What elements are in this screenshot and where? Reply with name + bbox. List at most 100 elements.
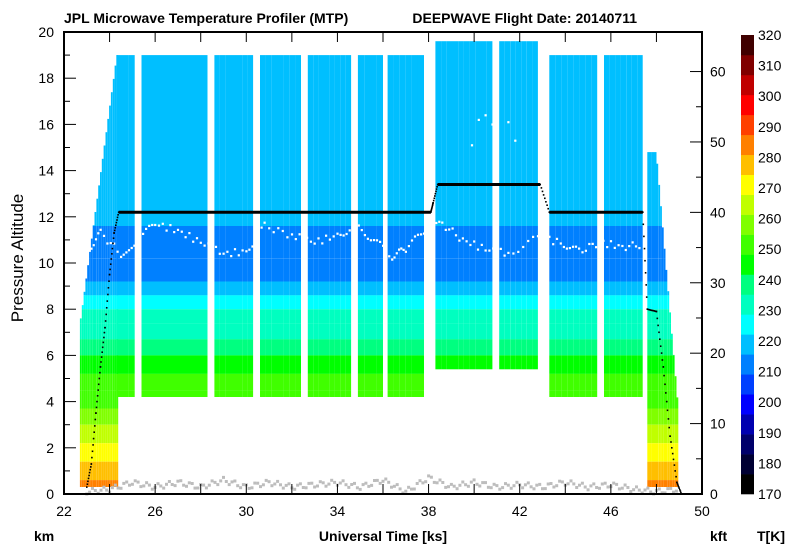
heatmap-cell (329, 373, 335, 391)
tropopause-point (574, 245, 578, 248)
heatmap-cell (247, 309, 254, 324)
heatmap-cell (110, 373, 113, 391)
surface-gray-point (341, 479, 345, 483)
flight-altitude-point (671, 452, 674, 455)
surface-gray-point (321, 481, 325, 485)
heatmap-cell (81, 461, 84, 481)
heatmap-cell (90, 281, 93, 296)
flight-altitude-point (544, 197, 546, 200)
x-tick-label: 26 (147, 503, 163, 519)
heatmap-cell (231, 355, 237, 374)
heatmap-cell (152, 323, 158, 340)
surface-gray-point (637, 488, 641, 492)
heatmap-cell (660, 480, 662, 487)
heatmap-cell (573, 390, 580, 397)
tropopause-point (268, 227, 271, 230)
heatmap-cell (141, 323, 147, 340)
heatmap-cell (191, 281, 197, 296)
heatmap-cell (620, 355, 627, 374)
heatmap-cell (180, 281, 186, 296)
heatmap-cell (660, 390, 662, 409)
flight-altitude-point (644, 272, 647, 274)
heatmap-cell (96, 443, 99, 462)
heatmap-cell (364, 281, 371, 296)
heatmap-cell (376, 339, 383, 356)
heatmap-cell (591, 281, 598, 296)
heatmap-cell (376, 309, 383, 324)
heatmap-cell (89, 251, 91, 259)
heatmap-cell (85, 373, 88, 391)
heatmap-cell (103, 480, 106, 487)
heatmap-cell (376, 323, 383, 340)
tropopause-point (536, 235, 540, 238)
heatmap-cell (647, 373, 652, 391)
surface-gray-point (250, 486, 254, 490)
tropopause-point (438, 220, 441, 223)
heatmap-cell (674, 390, 677, 409)
surface-gray-point (444, 485, 448, 489)
surface-gray-point (364, 481, 368, 485)
heatmap-cell (295, 355, 301, 374)
heatmap-cell (669, 339, 671, 356)
heatmap-cell (163, 55, 169, 226)
colorbar-tick-label: 310 (758, 58, 782, 74)
heatmap-cell (667, 390, 670, 409)
heatmap-cell (94, 295, 97, 310)
heatmap-cell (626, 309, 632, 324)
tropopause-point (499, 247, 502, 250)
heatmap-cell (499, 258, 505, 282)
heatmap-cell (110, 461, 113, 481)
heatmap-cell (452, 323, 459, 340)
heatmap-cell (549, 323, 556, 340)
surface-gray-point (429, 475, 433, 479)
flight-altitude-point (671, 447, 673, 449)
heatmap-cell (399, 373, 406, 391)
heatmap-cell (307, 258, 314, 282)
heatmap-cell (94, 212, 97, 226)
heatmap-cell (260, 373, 266, 391)
heatmap-cell (660, 373, 662, 391)
heatmap-cell (96, 424, 99, 444)
y-left-unit-label: km (34, 528, 54, 544)
heatmap-cell (475, 339, 481, 356)
heatmap-cell (103, 443, 106, 462)
heatmap-cell (152, 295, 158, 310)
tropopause-point (260, 226, 263, 229)
tropopause-point (407, 245, 410, 248)
heatmap-cell (307, 339, 314, 356)
heatmap-cell (214, 390, 220, 397)
heatmap-cell (665, 355, 668, 374)
flight-altitude-point (100, 356, 103, 358)
heatmap-cell (481, 226, 487, 259)
heatmap-cell (626, 281, 632, 296)
heatmap-cell (79, 424, 82, 444)
heatmap-cell (105, 339, 108, 356)
heatmap-cell (202, 323, 208, 340)
tropopause-point (562, 245, 565, 249)
heatmap-cell (376, 258, 383, 282)
flight-altitude-point (117, 214, 119, 216)
heatmap-cell (475, 295, 481, 310)
heatmap-cell (626, 323, 632, 340)
colorbar-swatch (741, 154, 754, 175)
heatmap-cell (676, 408, 679, 425)
heatmap-cell (549, 258, 556, 282)
heatmap-cell (231, 55, 237, 226)
heatmap-cell (585, 295, 592, 310)
tropopause-point (199, 241, 202, 244)
heatmap-cell (661, 443, 664, 462)
surface-gray-point (170, 483, 174, 486)
heatmap-cell (158, 373, 164, 391)
heatmap-cell (658, 258, 661, 282)
colorbar-swatch (741, 134, 754, 156)
heatmap-cell (481, 355, 487, 370)
heatmap-cell (324, 323, 330, 340)
heatmap-cell (141, 281, 147, 296)
heatmap-cell (669, 373, 671, 391)
heatmap-cell (651, 480, 657, 487)
flight-altitude-point (643, 235, 645, 238)
heatmap-cell (265, 323, 272, 340)
heatmap-cell (116, 480, 119, 487)
heatmap-cell (526, 295, 533, 310)
heatmap-cell (651, 281, 657, 296)
